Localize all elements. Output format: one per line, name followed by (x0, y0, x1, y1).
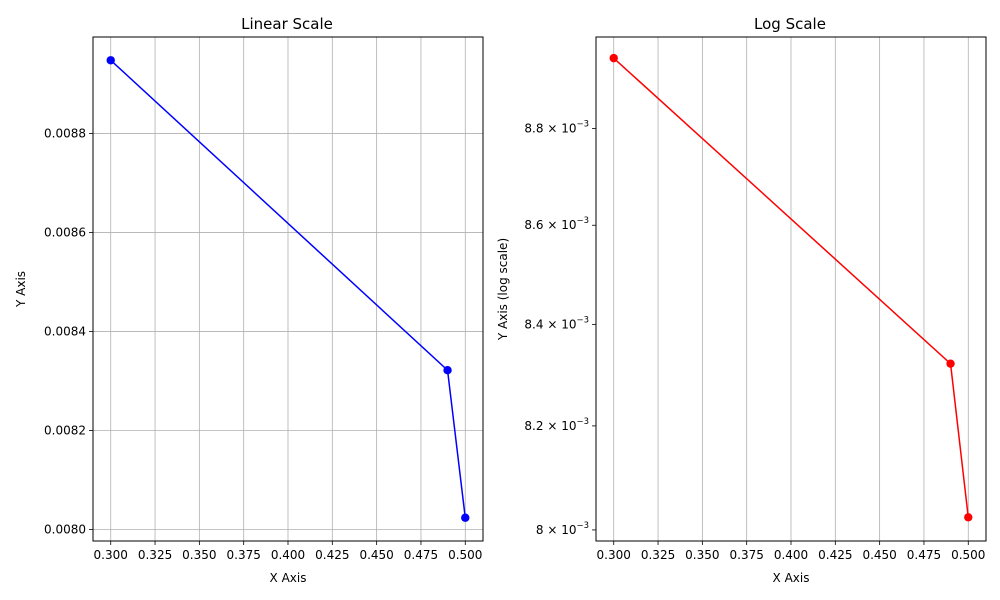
chart-title: Linear Scale (241, 15, 333, 33)
x-tick-label: 0.475 (404, 548, 438, 562)
y-ticks: 0.0080 0.0082 0.0084 0.0086 0.0088 (44, 127, 93, 537)
x-tick-label: 0.425 (315, 548, 349, 562)
x-ticks: 0.300 0.325 0.350 0.375 0.400 0.425 0.450 0.475… (597, 541, 985, 562)
y-tick-label: 8 × 10−3 (536, 521, 589, 537)
x-tick-label: 0.450 (862, 548, 896, 562)
x-tick-label: 0.500 (448, 548, 482, 562)
x-tick-label: 0.375 (227, 548, 261, 562)
y-axis-label: Y Axis (14, 271, 28, 308)
data-point (461, 513, 470, 522)
log-scale-chart: Log Scale 0.300 0.325 0.350 0.375 0.400 0.425… (496, 15, 987, 585)
x-tick-label: 0.300 (94, 548, 128, 562)
y-tick-label: 8.2 × 10−3 (524, 417, 589, 433)
y-tick-label: 0.0086 (44, 226, 86, 240)
grid (93, 37, 483, 541)
x-tick-label: 0.500 (951, 548, 985, 562)
series-markers (106, 56, 470, 522)
y-tick-label: 0.0088 (44, 127, 86, 141)
x-ticks: 0.300 0.325 0.350 0.375 0.400 0.425 0.450 0.475… (94, 541, 482, 562)
linear-scale-chart: Linear Scale 0.300 0.325 0.350 0.375 0.400 0.… (14, 15, 484, 585)
data-point (946, 359, 955, 368)
y-tick-label: 0.0084 (44, 325, 86, 339)
x-tick-label: 0.350 (182, 548, 216, 562)
y-tick-label: 8.6 × 10−3 (524, 216, 589, 232)
y-tick-label: 8.4 × 10−3 (524, 315, 589, 331)
y-axis-label: Y Axis (log scale) (496, 238, 510, 341)
x-tick-label: 0.450 (359, 548, 393, 562)
x-tick-label: 0.350 (685, 548, 719, 562)
x-tick-label: 0.425 (818, 548, 852, 562)
data-point (964, 513, 973, 522)
x-tick-label: 0.375 (730, 548, 764, 562)
chart-title: Log Scale (754, 15, 826, 33)
x-tick-label: 0.400 (271, 548, 305, 562)
x-axis-label: X Axis (773, 571, 810, 585)
grid (613, 37, 969, 541)
y-tick-label: 8.8 × 10−3 (524, 119, 589, 135)
series-markers (609, 53, 973, 522)
x-tick-label: 0.325 (641, 548, 675, 562)
y-tick-label: 0.0080 (44, 523, 86, 537)
y-tick-label: 0.0082 (44, 424, 86, 438)
y-ticks: 8 × 10−3 8.2 × 10−3 8.4 × 10−3 8.6 × 10−3 8.… (524, 119, 596, 537)
x-tick-label: 0.400 (774, 548, 808, 562)
data-point (443, 365, 452, 375)
x-tick-label: 0.325 (138, 548, 172, 562)
x-tick-label: 0.300 (597, 548, 631, 562)
x-tick-label: 0.475 (907, 548, 941, 562)
data-point (106, 56, 115, 65)
x-axis-label: X Axis (270, 571, 307, 585)
data-point (609, 53, 618, 63)
